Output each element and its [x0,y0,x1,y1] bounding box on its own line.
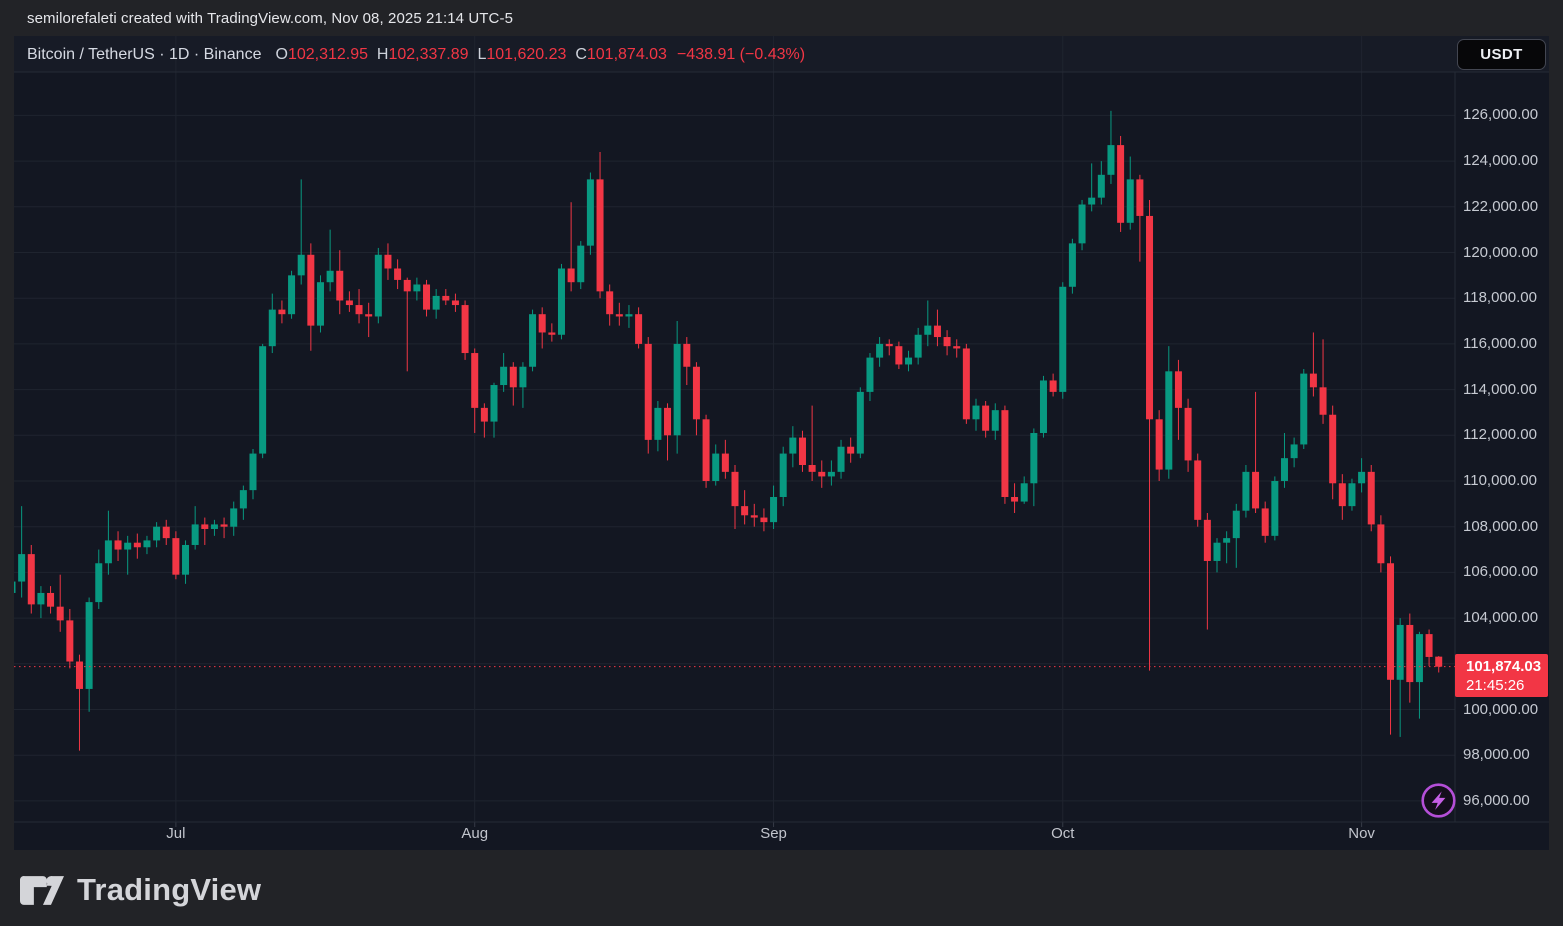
currency-toggle-button[interactable]: USDT [1457,39,1546,70]
boost-button[interactable] [1420,782,1457,819]
symbol-legend[interactable]: Bitcoin / TetherUS · 1D · Binance O102,3… [27,45,805,65]
close-label: C [575,46,587,63]
time-tick-label: Aug [461,825,489,842]
change-value: −438.91 (−0.43%) [676,46,806,63]
price-tick-label: 114,000.00 [1463,380,1537,398]
price-tick-label: 96,000.00 [1463,791,1530,809]
candlestick-series [14,110,1443,751]
legend-band [14,36,1549,72]
last-price-value: 101,874.03 [1466,658,1542,675]
price-tick-label: 108,000.00 [1463,517,1539,535]
close-value: 101,874.03 [586,46,667,63]
candlestick-chart[interactable] [14,36,1549,850]
price-tick-label: 112,000.00 [1463,426,1537,444]
time-tick-label: Jul [166,825,186,842]
lightning-icon [1421,783,1456,818]
time-tick-label: Nov [1348,825,1375,842]
symbol-title: Bitcoin / TetherUS · 1D · Binance [27,46,262,63]
time-tick-label: Oct [1051,825,1075,842]
low-label: L [477,46,487,63]
price-tick-label: 110,000.00 [1463,472,1537,489]
price-tick-label: 98,000.00 [1463,746,1530,764]
tradingview-logo[interactable]: TradingView [20,872,261,908]
high-value: 102,337.89 [388,46,469,63]
price-tick-label: 100,000.00 [1463,700,1539,718]
tradingview-logo-text: TradingView [77,872,262,907]
price-tick-label: 116,000.00 [1463,334,1537,352]
open-value: 102,312.95 [287,46,369,63]
ohlc-values: O102,312.95 H102,337.89 L101,620.23 C101… [275,46,666,64]
price-tick-label: 124,000.00 [1463,152,1539,170]
attribution-text: semilorefaleti created with TradingView.… [27,10,514,27]
price-tick-label: 118,000.00 [1463,289,1537,307]
price-tick-label: 104,000.00 [1463,609,1539,627]
last-price-badge: 101,874.03 21:45:26 [1455,654,1548,697]
price-tick-label: 126,000.00 [1463,106,1539,124]
price-tick-label: 120,000.00 [1463,243,1539,261]
price-tick-label: 122,000.00 [1463,197,1539,215]
price-tick-label: 106,000.00 [1463,563,1539,581]
tradingview-logo-icon [20,875,64,905]
time-tick-label: Sep [760,825,787,842]
bar-countdown: 21:45:26 [1466,677,1525,694]
low-value: 101,620.23 [486,46,567,63]
open-label: O [275,46,288,63]
high-label: H [376,46,389,63]
